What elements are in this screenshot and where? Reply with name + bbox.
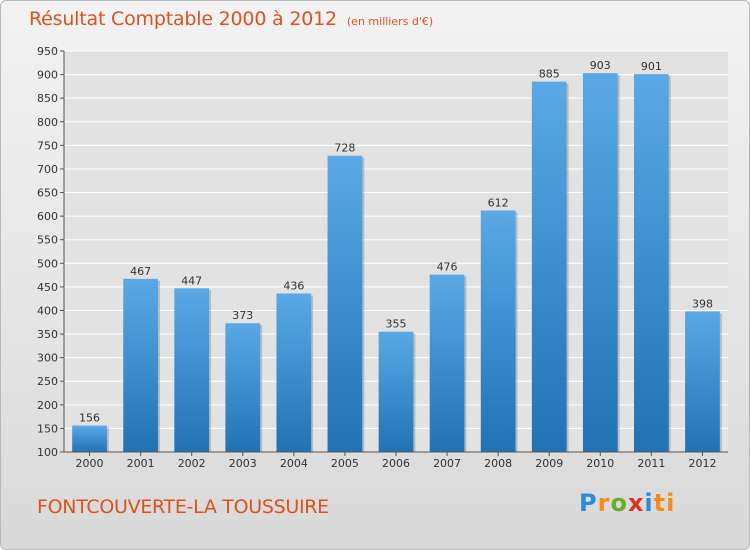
y-axis: 100 150 200 250 300 350 400 450 500 550 600 650 700 7… <box>37 45 65 459</box>
bar <box>531 81 567 452</box>
chart-subtitle: (en milliers d'€) <box>346 15 434 28</box>
chart-title: Résultat Comptable 2000 à 2012 <box>29 8 337 30</box>
y-tick-label: 650 <box>37 187 58 200</box>
bar <box>685 311 720 452</box>
y-tick-label: 950 <box>37 45 58 58</box>
bar-value-label: 901 <box>641 60 662 73</box>
bar <box>225 323 261 452</box>
logo-letter: ti <box>653 489 676 517</box>
y-tick-label: 450 <box>37 281 58 294</box>
bar <box>276 293 312 452</box>
x-axis: 2000 2001 2002 2003 2004 2005 2006 2007 2008 2009… <box>64 451 728 470</box>
x-tick-label: 2003 <box>229 457 257 470</box>
bar <box>582 73 618 452</box>
bar-value-label: 612 <box>488 196 509 209</box>
x-tick-label: 2001 <box>127 457 155 470</box>
x-tick-label: 2000 <box>76 457 104 470</box>
x-tick-label: 2007 <box>433 457 461 470</box>
bar-value-label: 156 <box>79 412 100 425</box>
y-tick-label: 600 <box>37 210 58 223</box>
y-tick-label: 100 <box>37 446 58 459</box>
title-row: Résultat Comptable 2000 à 2012 (en millie… <box>29 8 433 30</box>
y-tick-label: 900 <box>37 69 58 82</box>
bar-value-label: 398 <box>692 297 713 310</box>
bar-value-label: 885 <box>539 68 560 81</box>
y-tick-label: 400 <box>37 304 58 317</box>
x-tick-label: 2010 <box>586 457 614 470</box>
bar-value-label: 728 <box>334 142 355 155</box>
y-tick-label: 500 <box>37 257 58 270</box>
y-tick-label: 850 <box>37 92 58 105</box>
y-tick-label: 200 <box>37 399 58 412</box>
x-tick-label: 2012 <box>688 457 716 470</box>
x-tick-label: 2005 <box>331 457 359 470</box>
bar-value-label: 903 <box>590 59 611 72</box>
x-tick-label: 2011 <box>637 457 665 470</box>
y-tick-label: 750 <box>37 139 58 152</box>
bar-value-label: 436 <box>283 279 304 292</box>
commune-name: FONTCOUVERTE-LA TOUSSUIRE <box>37 496 329 518</box>
y-tick-label: 800 <box>37 116 58 129</box>
bar-value-label: 355 <box>386 318 407 331</box>
y-tick-label: 250 <box>37 375 58 388</box>
bar-value-label: 447 <box>181 274 202 287</box>
bars: 156 467 447 373 436 728 355 476 612 885 903 901 398 <box>72 59 722 453</box>
x-tick-label: 2006 <box>382 457 410 470</box>
bar <box>123 278 158 452</box>
bar <box>480 210 516 452</box>
y-tick-label: 700 <box>37 163 58 176</box>
bar-value-label: 476 <box>437 261 458 274</box>
bar-value-label: 467 <box>130 265 151 278</box>
x-tick-label: 2002 <box>178 457 206 470</box>
proxiti-logo: Proxiti <box>579 489 675 517</box>
x-tick-label: 2004 <box>280 457 308 470</box>
logo-letter: i <box>644 489 654 517</box>
bar <box>634 74 669 453</box>
y-tick-label: 150 <box>37 422 58 435</box>
logo-letter: P <box>579 489 598 517</box>
bar <box>174 288 210 452</box>
bar <box>429 274 465 452</box>
logo-letter: o <box>610 489 628 517</box>
logo-letter: x <box>627 489 645 517</box>
y-tick-label: 350 <box>37 328 58 341</box>
x-tick-label: 2009 <box>535 457 563 470</box>
y-tick-label: 300 <box>37 352 58 365</box>
logo-letter: r <box>597 489 611 517</box>
x-tick-label: 2008 <box>484 457 512 470</box>
bar <box>72 425 107 452</box>
bar <box>378 331 414 452</box>
bar <box>327 155 363 453</box>
bar-value-label: 373 <box>232 309 253 322</box>
y-tick-label: 550 <box>37 234 58 247</box>
